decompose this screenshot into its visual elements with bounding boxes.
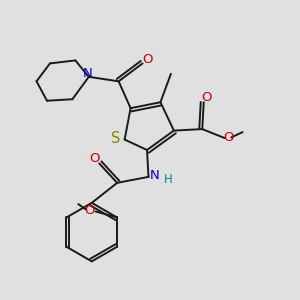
Text: O: O	[223, 131, 233, 144]
Text: O: O	[201, 91, 211, 104]
Text: H: H	[164, 173, 172, 186]
Text: N: N	[150, 169, 160, 182]
Text: O: O	[89, 152, 100, 165]
Text: O: O	[142, 53, 152, 66]
Text: N: N	[82, 67, 92, 80]
Text: S: S	[111, 131, 120, 146]
Text: O: O	[84, 204, 95, 217]
